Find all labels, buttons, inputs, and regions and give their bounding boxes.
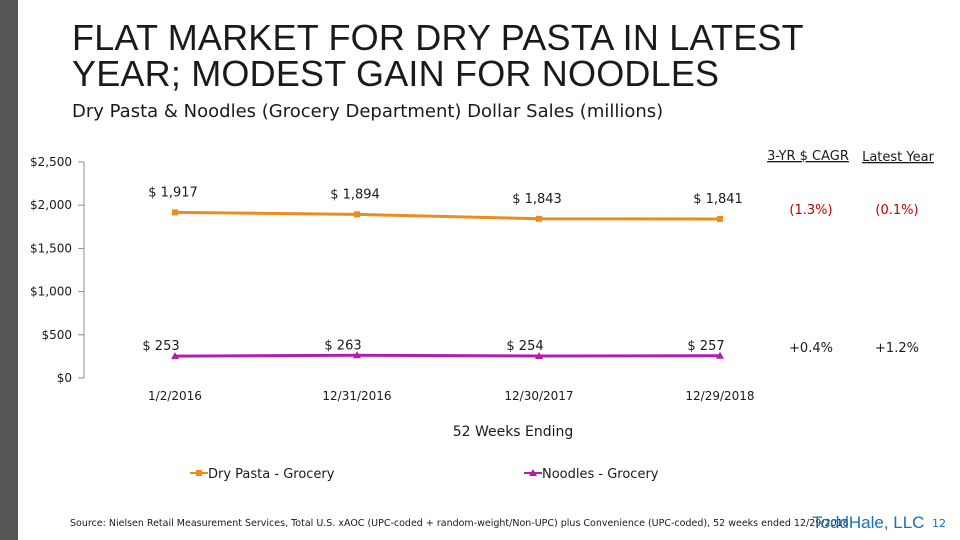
slide-title-line-2: YEAR; MODEST GAIN FOR NOODLES <box>72 53 720 94</box>
cagr-value: +0.4% <box>789 341 833 356</box>
data-label: $ 1,917 <box>148 185 198 200</box>
x-tick-label: 12/31/2016 <box>322 389 391 403</box>
latest-year-value: +1.2% <box>875 341 919 356</box>
y-tick-label: $1,500 <box>30 241 72 255</box>
series-line-dry-pasta <box>174 210 721 221</box>
data-label: $ 263 <box>324 338 361 353</box>
legend-label: Dry Pasta - Grocery <box>208 467 335 482</box>
y-tick-label: $2,500 <box>30 155 72 169</box>
data-label: $ 254 <box>506 339 543 354</box>
source-footnote: Source: Nielsen Retail Measurement Servi… <box>70 518 849 529</box>
data-point-marker <box>717 215 723 222</box>
data-point-marker <box>536 215 542 222</box>
latest-year-column-header: Latest Year <box>862 150 934 165</box>
data-point-marker <box>716 351 724 359</box>
data-label: $ 1,843 <box>512 192 562 207</box>
cagr-column-header: 3-YR $ CAGR <box>767 149 849 164</box>
x-axis-title: 52 Weeks Ending <box>453 424 574 440</box>
data-point-marker <box>172 209 178 216</box>
x-tick-label: 12/30/2017 <box>504 389 573 403</box>
company-logo: ToddHale, LLC <box>812 513 925 532</box>
data-label: $ 253 <box>142 339 179 354</box>
slide-title: FLAT MARKET FOR DRY PASTA IN LATEST YEAR… <box>72 20 932 92</box>
data-label: $ 1,894 <box>330 187 380 202</box>
data-label: $ 257 <box>687 339 724 354</box>
data-point-marker <box>535 352 543 360</box>
legend-marker <box>529 469 537 476</box>
cagr-value: (1.3%) <box>789 203 832 218</box>
y-tick-label: $500 <box>41 328 72 342</box>
latest-year-value: (0.1%) <box>875 203 918 218</box>
data-point-marker <box>353 351 361 359</box>
legend-marker <box>196 470 202 476</box>
series-line-noodles <box>174 353 721 358</box>
chart-subtitle: Dry Pasta & Noodles (Grocery Department)… <box>72 101 664 122</box>
side-accent-bar <box>0 0 18 540</box>
data-point-marker <box>171 352 179 360</box>
y-tick-label: $0 <box>57 371 72 385</box>
y-tick-label: $1,000 <box>30 285 72 299</box>
page-number: 12 <box>932 517 946 530</box>
data-label: $ 1,841 <box>693 192 743 207</box>
slide-title-line-1: FLAT MARKET FOR DRY PASTA IN LATEST <box>72 17 804 58</box>
legend-label: Noodles - Grocery <box>542 467 659 482</box>
x-tick-label: 12/29/2018 <box>685 389 754 403</box>
x-tick-label: 1/2/2016 <box>148 389 202 403</box>
y-tick-label: $2,000 <box>30 198 72 212</box>
data-point-marker <box>354 211 360 218</box>
